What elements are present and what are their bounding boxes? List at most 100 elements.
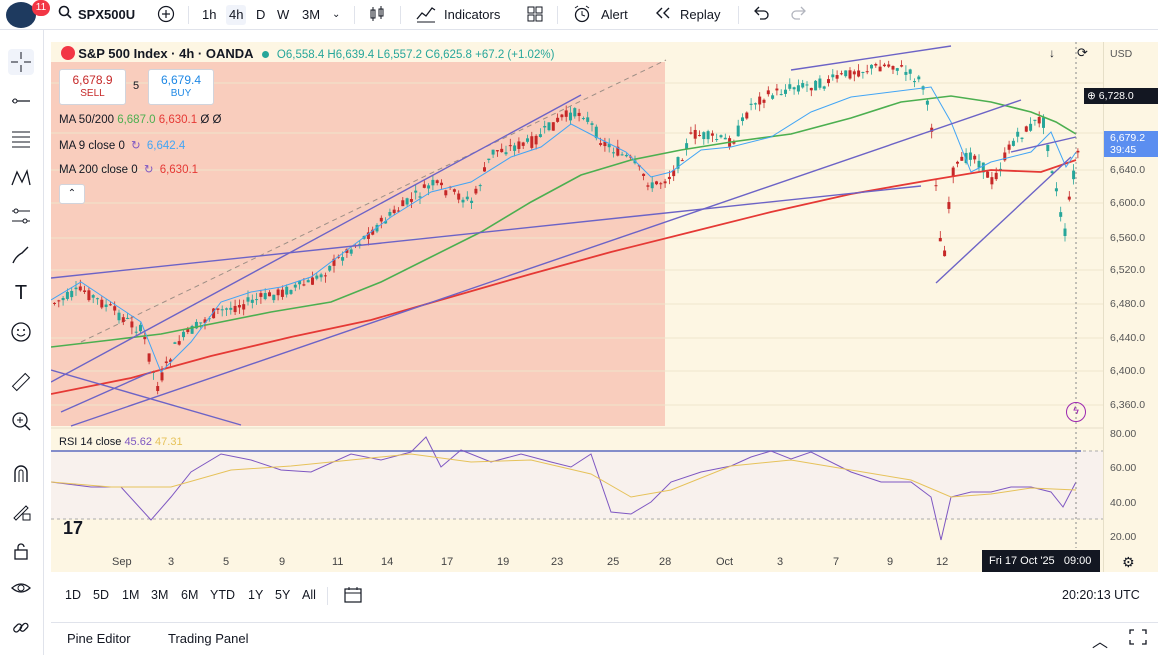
indicators-icon[interactable] — [416, 5, 436, 25]
chevron-up-icon[interactable]: ︿ — [1092, 634, 1109, 651]
candle-body — [818, 78, 822, 88]
chart-area[interactable]: S&P 500 Index · 4h · OANDA O6,558.4 H6,6… — [51, 42, 1103, 572]
candle-body — [723, 137, 727, 140]
candle-body — [1037, 117, 1041, 124]
candle-body — [216, 308, 220, 310]
add-alert-plus-icon[interactable]: ⊕ — [1087, 90, 1096, 102]
trend-line-icon[interactable] — [8, 88, 34, 114]
candle-type-icon[interactable] — [368, 5, 386, 25]
maximize-pane-icon[interactable]: ⟳ — [1077, 45, 1088, 60]
text-tool-icon[interactable]: T — [14, 281, 28, 304]
settings-refresh-icon[interactable]: ↻ — [143, 164, 154, 176]
tradingview-logo[interactable]: 11 — [6, 0, 50, 30]
link-icon[interactable] — [8, 615, 34, 641]
time-label: 23 — [551, 556, 564, 568]
settings-refresh-icon[interactable]: ↻ — [131, 140, 141, 152]
pattern-tool-icon[interactable] — [8, 165, 34, 191]
candle-body — [409, 199, 413, 202]
ma-200-value-legend: 6,630.1 — [159, 164, 199, 176]
interval-w[interactable]: W — [277, 7, 290, 22]
layouts-grid-icon[interactable] — [526, 5, 544, 25]
range-1m[interactable]: 1M — [122, 588, 140, 602]
candle-body — [784, 89, 787, 94]
range-bar: 1D 5D 1M 3M 6M YTD 1Y 5Y All 20:20:13 UT… — [51, 580, 1158, 610]
rsi-legend[interactable]: RSI 14 close 45.62 47.31 — [59, 436, 183, 448]
replay-rewind-icon[interactable] — [654, 5, 672, 25]
lightning-icon[interactable]: ϟ — [1066, 402, 1086, 422]
lock-drawings-pencil-icon[interactable] — [8, 498, 34, 524]
chart-canvas[interactable] — [51, 42, 1103, 572]
range-1d[interactable]: 1D — [65, 588, 81, 602]
sell-button[interactable]: 6,678.9 SELL — [59, 69, 126, 105]
time-label: 28 — [659, 556, 672, 568]
ma-200-legend[interactable]: MA 200 close 0 ↻ 6,630.1 — [59, 162, 198, 176]
fib-retracement-icon[interactable] — [8, 126, 34, 152]
range-5y[interactable]: 5Y — [275, 588, 291, 602]
price-label: 6,480.0 — [1110, 298, 1146, 310]
candle-body — [91, 295, 95, 298]
candle-body — [904, 71, 908, 75]
indicators-button[interactable]: Indicators — [444, 7, 501, 22]
trading-panel-tab[interactable]: Trading Panel — [168, 631, 249, 646]
candle-body — [169, 359, 173, 362]
ruler-icon[interactable] — [8, 369, 34, 395]
candle-body — [809, 87, 813, 91]
currency-label[interactable]: USD — [1110, 48, 1133, 60]
emoji-icon[interactable] — [8, 319, 34, 345]
candle-body — [74, 287, 78, 290]
redo-icon[interactable] — [790, 5, 808, 25]
symbol-search-icon[interactable] — [58, 5, 72, 25]
range-1y[interactable]: 1Y — [248, 588, 264, 602]
candle-body — [702, 132, 706, 140]
interval-4h[interactable]: 4h — [226, 5, 247, 25]
rectangle-drawing[interactable] — [51, 62, 665, 426]
symbol-name[interactable]: SPX500U — [78, 7, 136, 22]
crosshair-icon[interactable] — [8, 49, 34, 75]
forecast-tool-icon[interactable] — [8, 203, 34, 229]
lock-icon[interactable] — [8, 538, 34, 564]
maximize-panel-icon[interactable] — [1129, 629, 1147, 648]
dashed-trend-line[interactable] — [80, 59, 667, 343]
clock-timezone[interactable]: 20:20:13 UTC — [1062, 588, 1140, 602]
candle-body — [1042, 117, 1045, 128]
settings-gear-icon[interactable]: ⚙ — [1122, 554, 1135, 570]
interval-3m[interactable]: 3M — [302, 7, 321, 22]
zoom-in-icon[interactable] — [8, 408, 34, 434]
price-marker[interactable]: ⊕ 6,728.0 — [1084, 88, 1158, 104]
tradingview-watermark-icon: 17 — [63, 518, 84, 538]
buy-button[interactable]: 6,679.4 BUY — [148, 69, 214, 105]
candle-body — [990, 177, 994, 185]
ma-9-legend[interactable]: MA 9 close 0 ↻ 6,642.4 — [59, 138, 185, 152]
range-5d[interactable]: 5D — [93, 588, 109, 602]
candle-body — [925, 100, 929, 105]
alert-button[interactable]: Alert — [601, 7, 628, 22]
candle-body — [388, 212, 392, 216]
candle-body — [233, 305, 237, 313]
candle-body — [908, 69, 912, 74]
range-6m[interactable]: 6M — [181, 588, 199, 602]
collapse-legend-chevron-icon[interactable]: ⌃ — [59, 184, 85, 204]
pine-editor-tab[interactable]: Pine Editor — [67, 631, 131, 646]
alarm-clock-icon[interactable] — [572, 5, 592, 25]
replay-button[interactable]: Replay — [680, 7, 721, 22]
eye-icon[interactable] — [8, 575, 34, 601]
go-to-date-calendar-icon[interactable] — [343, 585, 363, 608]
brush-icon[interactable] — [8, 242, 34, 268]
range-3m[interactable]: 3M — [151, 588, 169, 602]
price-axis[interactable]: USD 6,640.0 6,600.0 6,560.0 6,520.0 6,48… — [1084, 42, 1158, 572]
compare-add-icon[interactable] — [157, 5, 175, 25]
ma-50-200-legend[interactable]: MA 50/200 6,687.0 6,630.1 Ø Ø — [59, 114, 221, 126]
arrow-down-icon[interactable]: ↓ — [1049, 46, 1055, 60]
chevron-down-icon[interactable]: ⌄ — [332, 9, 341, 20]
trend-lines[interactable] — [51, 45, 1077, 427]
range-all[interactable]: All — [302, 588, 316, 602]
candle-body — [384, 221, 388, 224]
candle-body — [655, 181, 658, 185]
interval-1h[interactable]: 1h — [202, 7, 217, 22]
interval-d[interactable]: D — [256, 7, 266, 22]
time-label: 12 — [936, 556, 949, 568]
range-ytd[interactable]: YTD — [210, 588, 235, 602]
undo-icon[interactable] — [752, 5, 770, 25]
magnet-icon[interactable] — [8, 460, 34, 486]
drawing-toolbar: T — [0, 30, 44, 655]
